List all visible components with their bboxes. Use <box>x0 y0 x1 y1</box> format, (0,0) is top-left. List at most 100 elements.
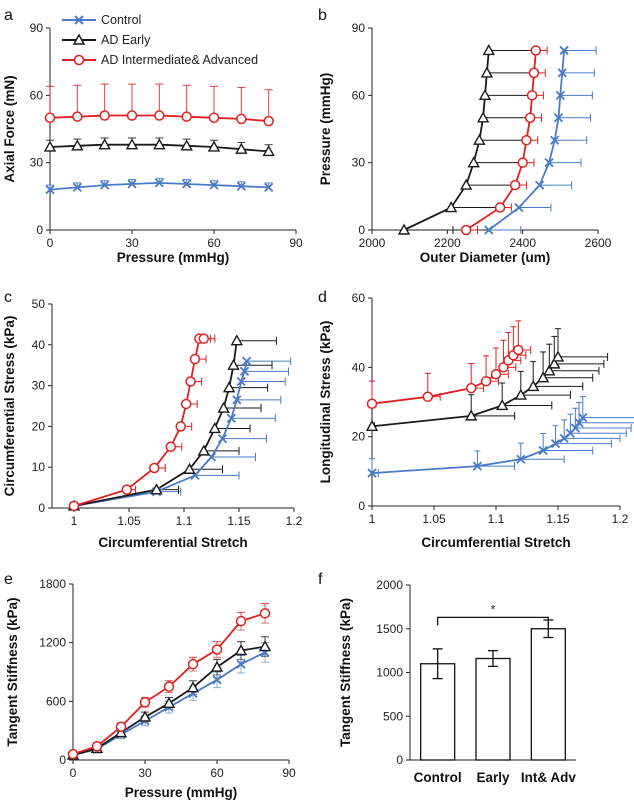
data-point-circle <box>530 45 542 56</box>
data-point-circle <box>490 369 502 380</box>
x-tick-label: 2600 <box>585 236 612 250</box>
panel-label-b: b <box>318 7 327 24</box>
panel-f-tangent-stiffness-bar-chart: 0 500 1000 1500 2000 Tangent Stiffness (kPa) C… <box>338 578 576 785</box>
data-point-circle <box>187 658 199 670</box>
data-point-cross <box>154 178 164 188</box>
category-label: Control <box>414 770 462 785</box>
data-point-circle <box>460 224 472 236</box>
data-point-triangle <box>138 710 152 722</box>
y-axis-title: Circumferential Stress (kPa) <box>2 316 17 497</box>
panel-a-axial-force-chart: 0 30 60 90 0 30 60 90 Pressure (mmHg) Axial Force… <box>2 21 303 265</box>
y-tick-label: 0 <box>38 501 45 515</box>
bar-control <box>420 663 456 761</box>
data-point-cross <box>367 468 377 478</box>
x-tick-label: 30 <box>125 236 139 250</box>
x-tick-label: 2000 <box>359 236 386 250</box>
data-point-cross <box>209 180 219 190</box>
data-point-triangle <box>444 201 458 213</box>
data-point-circle <box>139 697 151 708</box>
x-tick-label: 1.15 <box>546 512 570 526</box>
y-tick-label: 10 <box>32 460 46 474</box>
bar-intadv <box>530 628 566 761</box>
data-point-triangle <box>114 726 128 738</box>
y-tick-label: 20 <box>32 419 46 433</box>
y-axis-title: Tangent Stiffness (kPa) <box>338 598 353 747</box>
legend-label-control: Control <box>101 13 141 27</box>
data-point-triangle <box>207 140 221 152</box>
data-point-triangle <box>234 644 248 656</box>
y-tick-label: 1800 <box>39 577 66 591</box>
y-tick-label: 90 <box>352 21 366 35</box>
y-tick-label: 30 <box>30 156 44 170</box>
error-bars-cross <box>74 357 292 510</box>
y-tick-label: 20 <box>352 430 366 444</box>
y-tick-label: 30 <box>352 156 366 170</box>
data-point-circle <box>494 202 506 213</box>
legend-entry-early: AD Early <box>62 33 151 47</box>
data-point-cross <box>236 376 246 387</box>
y-tick-label: 30 <box>32 379 46 393</box>
legend-entry-control: Control <box>62 13 141 27</box>
data-point-circle <box>517 157 528 168</box>
data-point-cross <box>538 445 548 456</box>
data-point-cross <box>239 366 250 376</box>
data-point-circle <box>524 112 536 124</box>
x-tick-label: 1.05 <box>422 512 446 526</box>
data-point-triangle <box>222 381 236 393</box>
y-tick-label: 90 <box>30 21 44 35</box>
data-point-triangle <box>197 444 210 456</box>
data-point-circle <box>208 112 220 124</box>
data-point-triangle <box>71 139 84 151</box>
panel-label-e: e <box>4 571 13 588</box>
x-tick-label: 2400 <box>509 236 536 250</box>
data-point-circle <box>154 110 165 121</box>
panel-label-c: c <box>4 289 12 306</box>
data-point-circle <box>185 376 196 387</box>
data-point-cross <box>264 182 274 192</box>
data-point-triangle <box>162 696 176 708</box>
data-point-cross <box>550 438 561 449</box>
x-tick-label: 60 <box>210 766 224 780</box>
y-tick-label: 60 <box>352 88 366 102</box>
data-point-circle <box>259 608 271 619</box>
data-point-circle <box>521 134 532 146</box>
cross-marker-icon <box>74 15 84 25</box>
data-point-circle <box>465 382 477 394</box>
data-point-triangle <box>235 142 248 154</box>
data-point-triangle <box>186 681 200 693</box>
data-point-cross <box>484 225 494 235</box>
data-point-triangle <box>43 140 57 152</box>
data-point-triangle <box>551 350 565 362</box>
y-tick-label: 1200 <box>39 636 66 650</box>
series-line-cross <box>73 360 248 507</box>
data-point-cross <box>514 202 524 213</box>
y-axis-title: Axial Force (mN) <box>2 75 17 182</box>
data-point-circle <box>180 398 192 410</box>
data-point-triangle <box>536 371 550 383</box>
data-point-triangle <box>230 334 243 346</box>
legend-label-advanced: AD Intermediate& Advanced <box>101 53 258 67</box>
y-axis-title: Longitudinal Stress (kPa) <box>318 321 333 484</box>
data-point-triangle <box>210 660 224 672</box>
panel-e-tangent-stiffness-line-chart: 0 30 60 90 0 600 1200 1800 Pressure (mmHg) Tangen… <box>5 577 296 800</box>
x-tick-label: 30 <box>138 766 152 780</box>
panel-d-longitudinal-stress-chart: 1 1.05 1.1 1.15 1.2 0 20 40 60 Circumferential St… <box>318 291 634 550</box>
y-axis-title: Pressure (mmHg) <box>318 73 333 186</box>
legend-entry-advanced: AD Intermediate& Advanced <box>62 53 258 67</box>
x-tick-label: 60 <box>207 236 221 250</box>
data-point-circle <box>165 441 177 453</box>
y-tick-label: 600 <box>46 694 66 708</box>
data-point-triangle <box>397 223 411 235</box>
series-line-triangle <box>73 340 238 507</box>
data-point-triangle <box>514 388 527 400</box>
data-point-cross <box>217 434 228 444</box>
x-tick-label: 0 <box>47 236 54 250</box>
y-tick-label: 60 <box>352 291 366 305</box>
data-point-cross <box>100 180 110 190</box>
y-tick-label: 500 <box>383 709 403 723</box>
data-point-triangle <box>467 156 480 168</box>
y-tick-label: 2000 <box>376 578 403 592</box>
y-tick-label: 50 <box>32 297 46 311</box>
data-point-triangle <box>153 138 166 150</box>
